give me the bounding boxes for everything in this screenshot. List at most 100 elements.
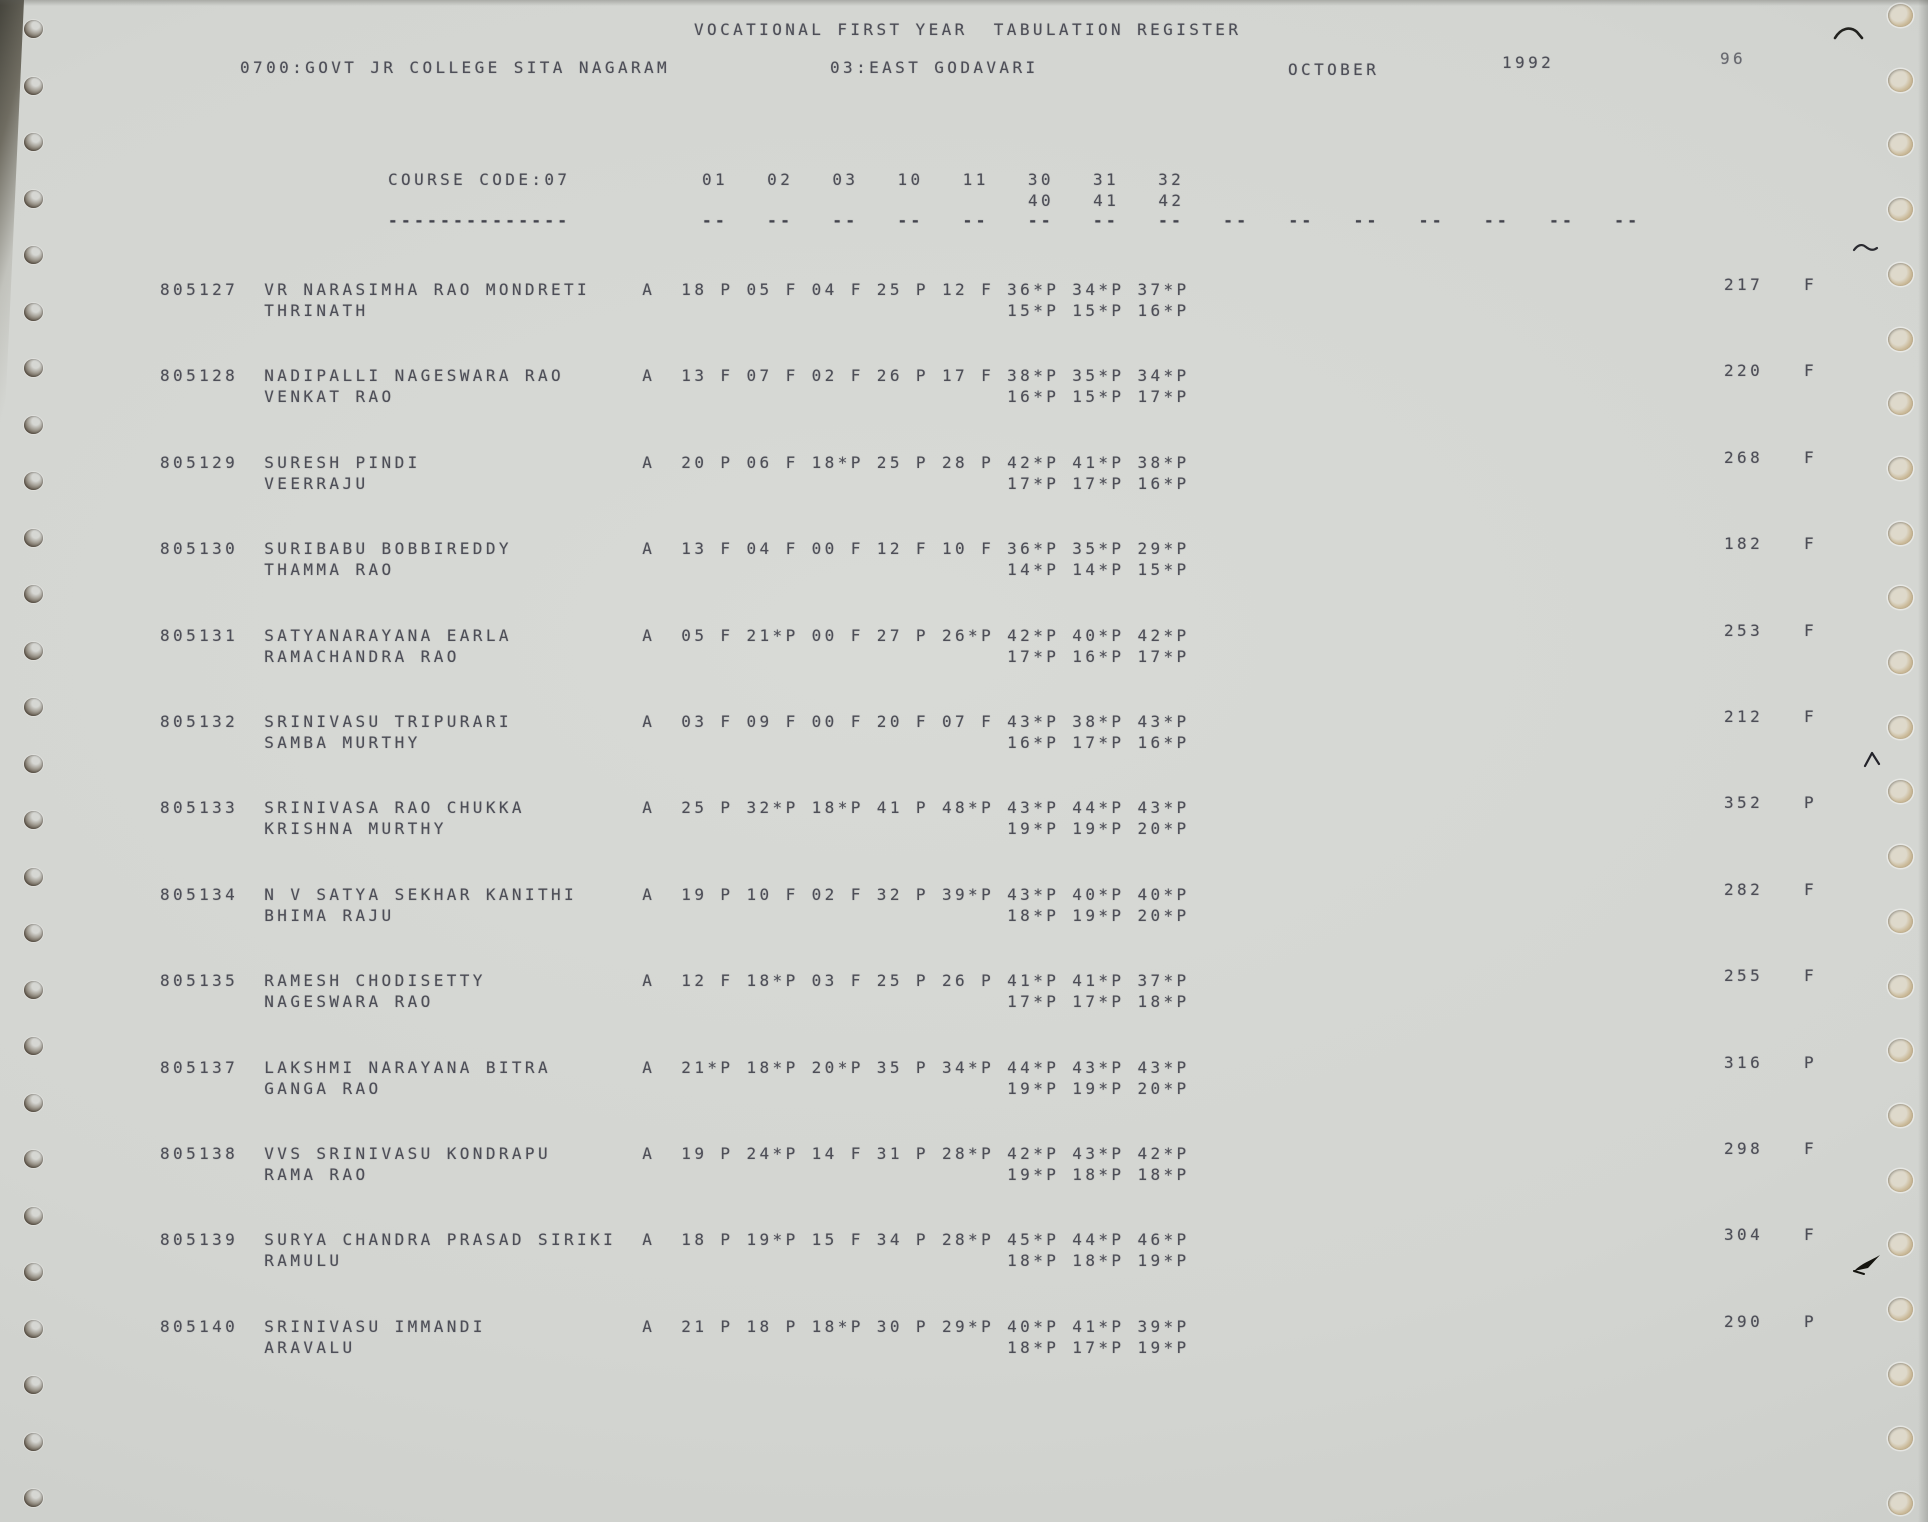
punch-hole-right	[1888, 1492, 1913, 1516]
row-result: F	[1804, 1139, 1818, 1158]
row-total: 304	[1724, 1225, 1764, 1245]
row-total: 220	[1724, 361, 1764, 381]
punch-hole-left	[24, 1037, 43, 1055]
punch-hole-right	[1888, 1039, 1913, 1063]
row-roll-name-marks: 805138 VVS SRINIVASU KONDRAPU A 19 P 24*…	[160, 1144, 1203, 1163]
punch-hole-left	[24, 641, 43, 660]
punch-hole-right	[1888, 780, 1913, 804]
course-code-underline: --------------	[388, 211, 571, 230]
punch-hole-left	[24, 1263, 43, 1281]
punch-hole-left	[24, 1319, 43, 1338]
punch-hole-right	[1888, 262, 1913, 286]
punch-hole-left	[24, 528, 43, 547]
punch-hole-right	[1888, 1427, 1913, 1451]
row-father-name-marks: SAMBA MURTHY 16*P 17*P 16*P	[160, 733, 1203, 752]
district-name: 03:EAST GODAVARI	[830, 58, 1039, 77]
punch-hole-left	[24, 415, 43, 434]
row-father-name-marks: NAGESWARA RAO 17*P 17*P 18*P	[160, 992, 1203, 1012]
punch-hole-right	[1888, 845, 1913, 869]
row-total: 212	[1724, 707, 1764, 726]
punch-hole-left	[24, 1489, 43, 1507]
punch-hole-right	[1888, 392, 1913, 416]
row-result: F	[1804, 275, 1818, 294]
row-result: P	[1804, 1311, 1818, 1331]
row-roll-name-marks: 805130 SURIBABU BOBBIREDDY A 13 F 04 F 0…	[160, 539, 1203, 559]
row-father-name-marks: VEERRAJU 17*P 17*P 16*P	[160, 473, 1203, 493]
punch-hole-left	[24, 1206, 43, 1225]
college-name: 0700:GOVT JR COLLEGE SITA NAGARAM	[240, 58, 671, 77]
page-number: 96	[1720, 49, 1747, 68]
punch-hole-left	[24, 924, 43, 942]
punch-hole-right	[1888, 456, 1913, 480]
page-title: VOCATIONAL FIRST YEAR TABULATION REGISTE…	[694, 20, 1242, 39]
row-father-name-marks: RAMACHANDRA RAO 17*P 16*P 17*P	[160, 646, 1203, 666]
punch-hole-right	[1888, 651, 1913, 674]
punch-hole-left	[24, 1376, 43, 1394]
row-father-name-marks: ARAVALU 18*P 17*P 19*P	[160, 1337, 1203, 1357]
subject-codes-row2: 40 41 42	[1028, 191, 1224, 210]
punch-hole-right	[1888, 68, 1913, 92]
row-roll-name-marks: 805132 SRINIVASU TRIPURARI A 03 F 09 F 0…	[160, 712, 1203, 731]
row-roll-name-marks: 805128 NADIPALLI NAGESWARA RAO A 13 F 07…	[160, 366, 1203, 386]
punch-hole-left	[24, 76, 43, 95]
punch-hole-left	[24, 698, 43, 716]
punch-hole-left	[24, 980, 43, 999]
punch-hole-right	[1888, 586, 1913, 610]
punch-hole-left	[24, 359, 43, 377]
row-result: F	[1804, 966, 1818, 986]
row-total: 253	[1724, 620, 1764, 640]
pen-mark	[1852, 243, 1879, 252]
punch-hole-left	[24, 867, 43, 886]
punch-hole-left	[24, 585, 43, 603]
row-roll-name-marks: 805131 SATYANARAYANA EARLA A 05 F 21*P 0…	[160, 625, 1203, 645]
row-result: F	[1804, 620, 1818, 640]
punch-hole-right	[1888, 715, 1913, 739]
punch-hole-right	[1888, 1298, 1913, 1321]
row-result: F	[1804, 879, 1818, 899]
row-total: 217	[1724, 275, 1764, 294]
row-total: 316	[1724, 1052, 1764, 1072]
row-father-name-marks: THRINATH 15*P 15*P 16*P	[160, 301, 1203, 320]
row-father-name-marks: GANGA RAO 19*P 19*P 20*P	[160, 1078, 1203, 1098]
punch-hole-left	[24, 133, 43, 151]
row-result: F	[1804, 1225, 1818, 1245]
punch-hole-left	[24, 246, 43, 264]
scan-edge-shadow	[0, 0, 24, 520]
punch-hole-right	[1888, 1168, 1913, 1192]
row-father-name-marks: RAMA RAO 19*P 18*P 18*P	[160, 1165, 1203, 1184]
row-roll-name-marks: 805139 SURYA CHANDRA PRASAD SIRIKI A 18 …	[160, 1230, 1203, 1250]
punch-hole-left	[24, 20, 43, 38]
row-roll-name-marks: 805140 SRINIVASU IMMANDI A 21 P 18 P 18*…	[160, 1316, 1203, 1336]
punch-hole-right	[1888, 327, 1913, 351]
row-roll-name-marks: 805135 RAMESH CHODISETTY A 12 F 18*P 03 …	[160, 971, 1203, 991]
punch-hole-left	[24, 1150, 43, 1168]
row-result: P	[1804, 1052, 1818, 1072]
row-roll-name-marks: 805127 VR NARASIMHA RAO MONDRETI A 18 P …	[160, 280, 1203, 299]
punch-hole-left	[24, 754, 43, 773]
punch-hole-left	[24, 811, 43, 829]
punch-hole-right	[1888, 1233, 1913, 1257]
row-roll-name-marks: 805133 SRINIVASA RAO CHUKKA A 25 P 32*P …	[160, 798, 1203, 818]
row-total: 268	[1724, 447, 1764, 467]
row-father-name-marks: BHIMA RAJU 18*P 19*P 20*P	[160, 905, 1203, 925]
row-result: F	[1804, 534, 1818, 554]
punch-hole-right	[1888, 198, 1913, 222]
pen-mark	[1863, 751, 1881, 768]
punch-hole-left	[24, 1432, 43, 1451]
punch-hole-right	[1888, 909, 1913, 933]
row-total: 290	[1724, 1311, 1764, 1331]
scan-edge-shadow-top	[0, 0, 1928, 6]
row-total: 352	[1724, 793, 1764, 813]
punch-hole-right	[1888, 133, 1913, 157]
row-total: 255	[1724, 966, 1764, 986]
exam-year: 1992	[1502, 53, 1555, 72]
subject-codes-row1: 01 02 03 10 11 30 31 32	[702, 170, 1224, 189]
punch-hole-right	[1888, 1103, 1913, 1127]
punch-hole-left	[24, 1093, 43, 1112]
row-father-name-marks: RAMULU 18*P 18*P 19*P	[160, 1251, 1203, 1271]
punch-hole-left	[24, 302, 43, 321]
row-father-name-marks: VENKAT RAO 16*P 15*P 17*P	[160, 387, 1203, 407]
pen-mark	[1853, 1255, 1880, 1275]
row-total: 282	[1724, 879, 1764, 899]
row-father-name-marks: KRISHNA MURTHY 19*P 19*P 20*P	[160, 819, 1203, 839]
